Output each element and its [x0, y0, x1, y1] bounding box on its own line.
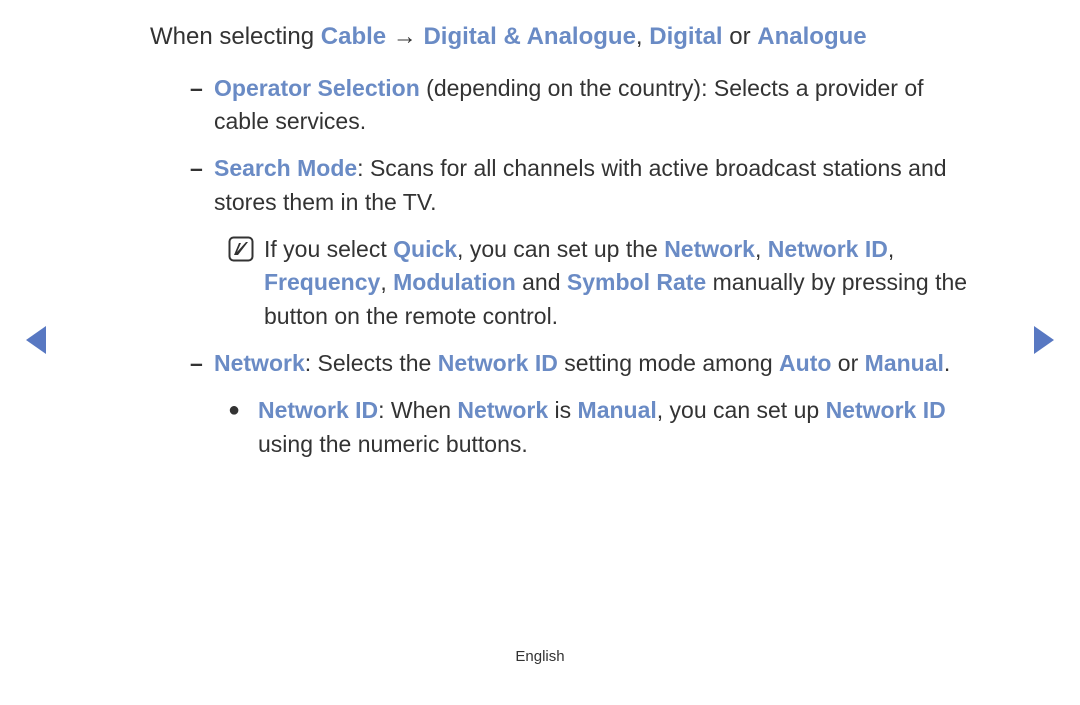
- item1-term: Operator Selection: [214, 75, 420, 101]
- footer-language: English: [0, 648, 1080, 665]
- sub-term: Network ID: [258, 397, 378, 423]
- heading-cable: Cable: [321, 23, 386, 50]
- heading-opt1: Digital & Analogue: [423, 23, 635, 50]
- nav-next-button[interactable]: [1030, 322, 1058, 363]
- note-c3: ,: [380, 269, 393, 295]
- note-body: If you select Quick, you can set up the …: [264, 233, 980, 333]
- note-c1: ,: [755, 236, 768, 262]
- item3-p1: : Selects the: [305, 350, 438, 376]
- heading-arrow: →: [386, 23, 423, 50]
- dash-bullet: –: [190, 72, 214, 139]
- sub-manual: Manual: [578, 397, 657, 423]
- note-block: If you select Quick, you can set up the …: [228, 233, 980, 333]
- item1-paren: (depending on the country):: [420, 75, 714, 101]
- item3-p2: setting mode among: [558, 350, 779, 376]
- list-item: – Operator Selection (depending on the c…: [190, 72, 980, 139]
- item-body: Search Mode: Scans for all channels with…: [214, 152, 980, 219]
- heading-sep1: ,: [636, 23, 649, 50]
- note-p1: If you select: [264, 236, 393, 262]
- note-modulation: Modulation: [393, 269, 516, 295]
- heading-opt3: Analogue: [757, 23, 866, 50]
- sub-body: Network ID: When Network is Manual, you …: [258, 394, 980, 461]
- sub-p3: using the numeric buttons.: [258, 431, 528, 457]
- item3-period: .: [944, 350, 950, 376]
- item3-or: or: [831, 350, 864, 376]
- note-icon: [228, 233, 264, 333]
- note-c2: ,: [888, 236, 894, 262]
- sub-network: Network: [457, 397, 548, 423]
- dash-bullet: –: [190, 347, 214, 380]
- item3-term: Network: [214, 350, 305, 376]
- note-quick: Quick: [393, 236, 457, 262]
- item3-auto: Auto: [779, 350, 831, 376]
- item3-nid: Network ID: [438, 350, 558, 376]
- heading-opt2: Digital: [649, 23, 722, 50]
- note-p2: , you can set up the: [457, 236, 664, 262]
- note-network: Network: [664, 236, 755, 262]
- heading-or: or: [723, 23, 758, 50]
- note-networkid: Network ID: [768, 236, 888, 262]
- page-content: When selecting Cable → Digital & Analogu…: [0, 0, 1080, 461]
- sub-p1: : When: [378, 397, 457, 423]
- dash-bullet: –: [190, 152, 214, 219]
- item2-colon: :: [357, 155, 370, 181]
- note-frequency: Frequency: [264, 269, 380, 295]
- list-item: – Search Mode: Scans for all channels wi…: [190, 152, 980, 219]
- bullet-list: – Operator Selection (depending on the c…: [150, 72, 980, 461]
- bullet-dot: ●: [228, 394, 258, 461]
- item-body: Operator Selection (depending on the cou…: [214, 72, 980, 139]
- nav-prev-button[interactable]: [22, 322, 50, 363]
- page-heading: When selecting Cable → Digital & Analogu…: [150, 20, 980, 54]
- item-body: Network: Selects the Network ID setting …: [214, 347, 980, 380]
- sub-p2: , you can set up: [657, 397, 826, 423]
- list-item: – Network: Selects the Network ID settin…: [190, 347, 980, 380]
- sub-is: is: [548, 397, 577, 423]
- sub-nid: Network ID: [826, 397, 946, 423]
- note-symbolrate: Symbol Rate: [567, 269, 706, 295]
- item3-manual: Manual: [865, 350, 944, 376]
- item2-term: Search Mode: [214, 155, 357, 181]
- note-and: and: [516, 269, 567, 295]
- sub-bullet: ● Network ID: When Network is Manual, yo…: [228, 394, 980, 461]
- heading-prefix: When selecting: [150, 23, 321, 50]
